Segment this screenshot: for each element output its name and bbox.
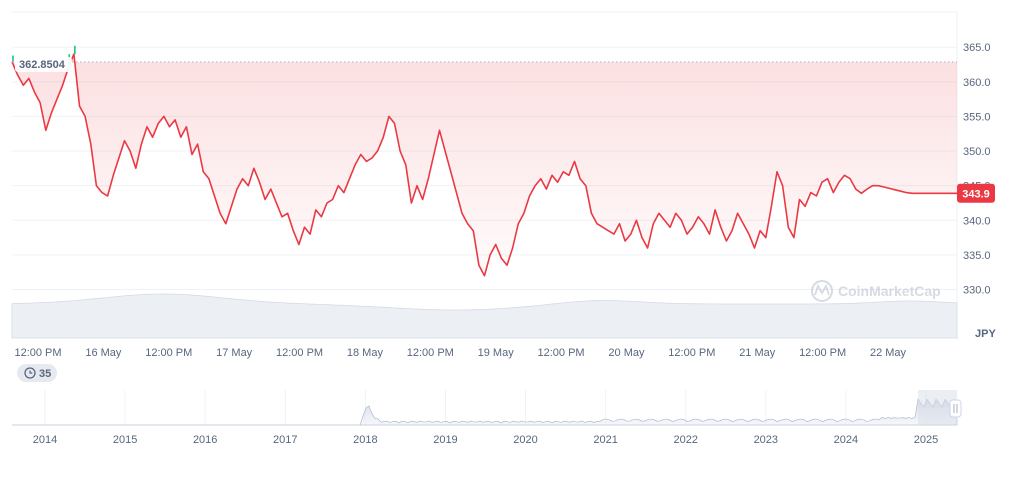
price-series-line — [11, 53, 957, 277]
coinmarketcap-logo-mark — [814, 283, 830, 296]
price-area — [12, 54, 957, 276]
open-price-label: 362.8504 — [19, 59, 66, 71]
coinmarketcap-watermark: CoinMarketCap — [811, 280, 941, 302]
y-tick-label: 355.0 — [963, 111, 991, 123]
y-tick-label: 360.0 — [963, 77, 991, 89]
price-area-fill — [12, 54, 957, 276]
navigator-years: 2014 2015 2016 2017 2018 2019 2020 2021 2022 2023… — [33, 434, 938, 446]
x-tick-label: 21 May — [739, 347, 776, 359]
navigator-year-label: 2020 — [513, 434, 537, 446]
y-tick-label: 350.0 — [963, 146, 991, 158]
navigator-handle[interactable] — [949, 399, 962, 418]
y-axis-unit: JPY — [975, 328, 996, 340]
navigator-year-label: 2024 — [834, 434, 858, 446]
history-icon — [24, 367, 36, 379]
coinmarketcap-logo-icon — [811, 280, 833, 302]
x-tick-label: 19 May — [478, 347, 515, 359]
navigator-year-label: 2022 — [673, 434, 697, 446]
y-tick-label: 335.0 — [963, 250, 991, 262]
x-tick-label: 12:00 PM — [668, 347, 715, 359]
x-tick-label: 12:00 PM — [145, 347, 192, 359]
watermark-text: CoinMarketCap — [838, 283, 941, 299]
navigator-year-label: 2018 — [353, 434, 377, 446]
navigator-year-label: 2014 — [33, 434, 57, 446]
x-tick-label: 16 May — [85, 347, 122, 359]
current-price-value: 343.9 — [962, 188, 990, 200]
x-tick-label: 12:00 PM — [14, 347, 61, 359]
x-tick-label: 12:00 PM — [799, 347, 846, 359]
y-tick-label: 330.0 — [963, 285, 991, 297]
navigator-year-label: 2023 — [754, 434, 778, 446]
navigator-year-label: 2015 — [113, 434, 137, 446]
navigator-year-label: 2021 — [593, 434, 617, 446]
x-axis: 12:00 PM 16 May 12:00 PM 17 May 12:00 PM 18 M… — [14, 347, 906, 359]
x-tick-label: 18 May — [347, 347, 384, 359]
navigator-handle-body[interactable] — [949, 399, 962, 418]
x-tick-label: 17 May — [216, 347, 253, 359]
current-price-badge-bg — [957, 183, 995, 203]
y-tick-label: 365.0 — [963, 42, 991, 54]
x-tick-label: 12:00 PM — [276, 347, 323, 359]
y-tick-label: 340.0 — [963, 215, 991, 227]
navigator-year-label: 2019 — [433, 434, 457, 446]
history-icon-hands — [29, 370, 33, 374]
range-badge[interactable]: 35 — [17, 364, 57, 382]
volume-profile — [11, 293, 958, 339]
current-price-badge: 343.9 — [957, 183, 995, 203]
navigator-year-label: 2017 — [273, 434, 297, 446]
navigator-year-grid — [44, 390, 927, 425]
navigator-year-label: 2016 — [193, 434, 217, 446]
x-tick-label: 12:00 PM — [407, 347, 454, 359]
navigator-year-label: 2025 — [914, 434, 938, 446]
range-badge-label: 35 — [39, 368, 51, 380]
navigator-history-area — [12, 398, 958, 426]
x-tick-label: 22 May — [870, 347, 907, 359]
x-tick-label: 12:00 PM — [538, 347, 585, 359]
x-tick-label: 20 May — [608, 347, 645, 359]
volume-area — [11, 293, 958, 339]
open-price-label-bg — [15, 57, 72, 72]
